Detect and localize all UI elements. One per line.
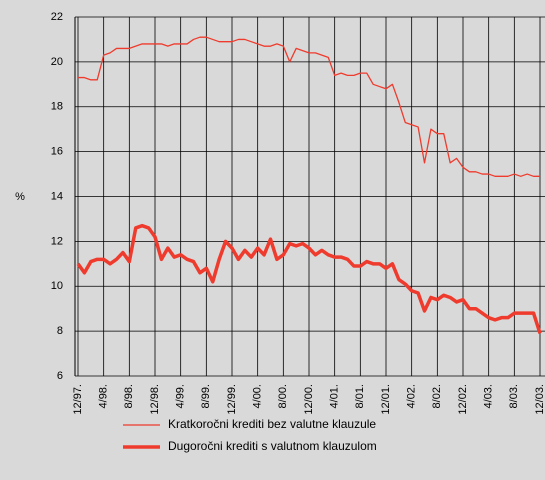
y-tick-label: 12 [51, 235, 63, 247]
y-tick-label: 18 [51, 101, 63, 113]
x-tick-label: 12/97. [72, 384, 84, 415]
x-tick-label: 4/99. [175, 384, 187, 408]
x-tick-label: 8/02. [431, 384, 443, 408]
series-line [76, 223, 542, 334]
x-tick-label: 12/02. [457, 384, 469, 415]
y-tick-label: 10 [51, 280, 63, 292]
x-tick-label: 8/01. [354, 384, 366, 408]
x-tick-label: 12/00. [303, 384, 315, 415]
x-tick-label: 4/00. [252, 384, 264, 408]
x-tick-label: 8/00. [277, 384, 289, 408]
y-tick-label: 8 [57, 325, 63, 337]
x-tick-label: 8/98. [123, 384, 135, 408]
y-tick-label: 20 [51, 56, 63, 68]
x-tick-label: 4/01. [329, 384, 341, 408]
series-line [78, 36, 540, 177]
legend-label: Dugoročni krediti s valutnom klauzulom [168, 439, 377, 453]
y-tick-label: 16 [51, 146, 63, 158]
x-tick-label: 8/99. [200, 384, 212, 408]
x-tick-label: 4/98. [98, 384, 110, 408]
x-tick-label: 4/02. [406, 384, 418, 408]
y-tick-label: 6 [57, 370, 63, 382]
legend-label: Kratkoročni krediti bez valutne klauzule [168, 417, 376, 431]
y-axis-label: % [15, 191, 25, 203]
x-tick-label: 12/01. [380, 384, 392, 415]
x-tick-label: 12/99. [226, 384, 238, 415]
y-tick-label: 22 [51, 11, 63, 23]
x-tick-label: 8/03. [508, 384, 520, 408]
x-tick-label: 12/03. [534, 384, 545, 415]
y-tick-label: 14 [51, 190, 63, 202]
x-tick-label: 4/03. [483, 384, 495, 408]
x-tick-label: 12/98. [149, 384, 161, 415]
